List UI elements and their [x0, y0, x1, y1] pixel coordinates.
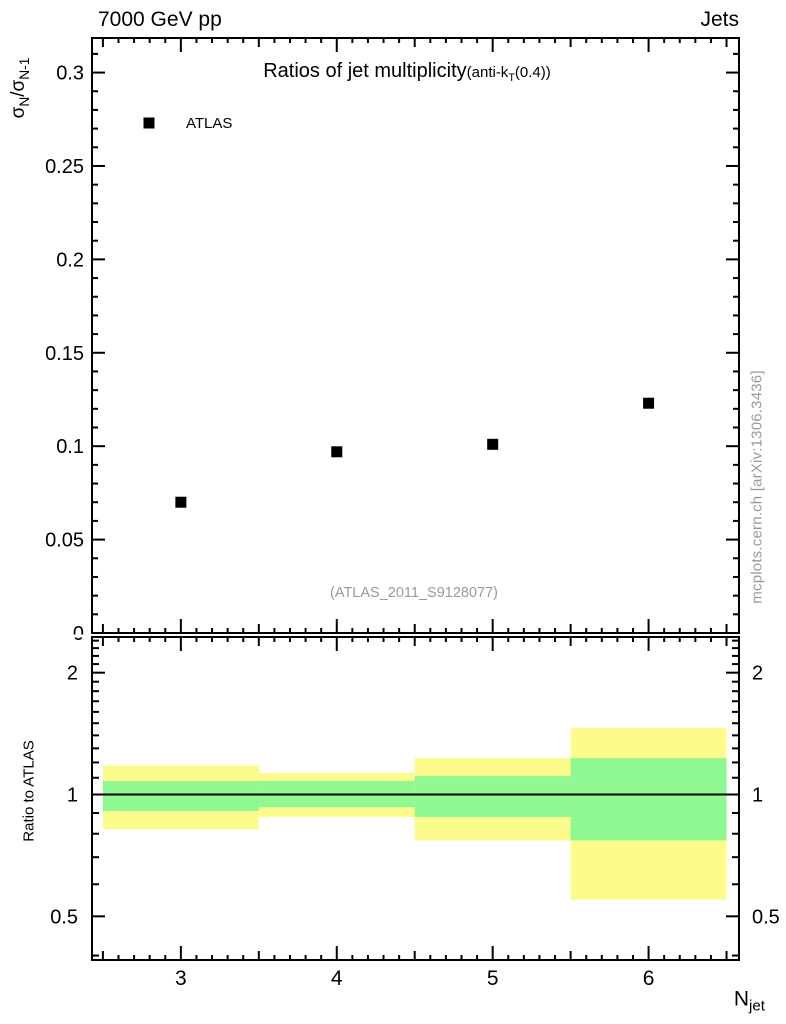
top-panel-title: Ratios of jet multiplicity(anti-kT(0.4)): [263, 60, 551, 84]
data-series-ATLAS: [175, 397, 655, 508]
ratio-panel: 0.5 0.5 1 1 2 2 3 4 5 6: [50, 636, 780, 990]
top-panel-y-axis-label: σN/σN-1: [8, 57, 32, 119]
svg-text:2: 2: [752, 663, 763, 685]
svg-text:0.5: 0.5: [752, 906, 780, 928]
bottom-panel-y-axis-label: Ratio to ATLAS: [20, 740, 38, 842]
svg-text:1: 1: [67, 784, 78, 806]
svg-text:3: 3: [175, 967, 187, 990]
svg-text:6: 6: [643, 967, 655, 990]
legend-marker-filled-square: [143, 117, 155, 129]
band-inner: [102, 780, 259, 812]
header-beam-energy: 7000 GeV pp: [98, 8, 222, 31]
header-analysis-group: Jets: [700, 8, 739, 31]
svg-text:0.25: 0.25: [45, 156, 84, 178]
legend-label: ATLAS: [186, 115, 232, 132]
svg-text:0.1: 0.1: [56, 436, 84, 458]
band-inner: [570, 758, 727, 841]
top-panel: 0 0.05 0.1 0.15 0.2 0.25 0.3 ATLAS: [45, 37, 740, 645]
svg-text:0.3: 0.3: [56, 63, 84, 85]
svg-text:0.15: 0.15: [45, 343, 84, 365]
data-point: [331, 446, 343, 458]
data-point: [487, 438, 499, 450]
legend: ATLAS: [143, 115, 232, 132]
mcplots-side-note: mcplots.cern.ch [arXiv:1306.3436]: [748, 370, 766, 604]
analysis-reference-watermark: (ATLAS_2011_S9128077): [330, 585, 498, 601]
svg-text:0: 0: [73, 623, 84, 645]
uncertainty-bands: [102, 727, 727, 900]
svg-text:1: 1: [752, 784, 763, 806]
svg-text:0.5: 0.5: [50, 906, 78, 928]
data-point: [175, 496, 187, 508]
svg-text:2: 2: [67, 663, 78, 685]
title-text: Ratios of jet multiplicity: [263, 60, 467, 82]
x-axis-label: Njet: [733, 987, 765, 1015]
svg-text:5: 5: [487, 967, 499, 990]
svg-text:4: 4: [331, 967, 343, 990]
svg-text:0.2: 0.2: [56, 249, 84, 271]
title-jet-algorithm: (anti-kT(0.4)): [466, 64, 551, 84]
band-inner: [414, 776, 571, 817]
data-point: [643, 397, 655, 409]
svg-text:0.05: 0.05: [45, 530, 84, 552]
